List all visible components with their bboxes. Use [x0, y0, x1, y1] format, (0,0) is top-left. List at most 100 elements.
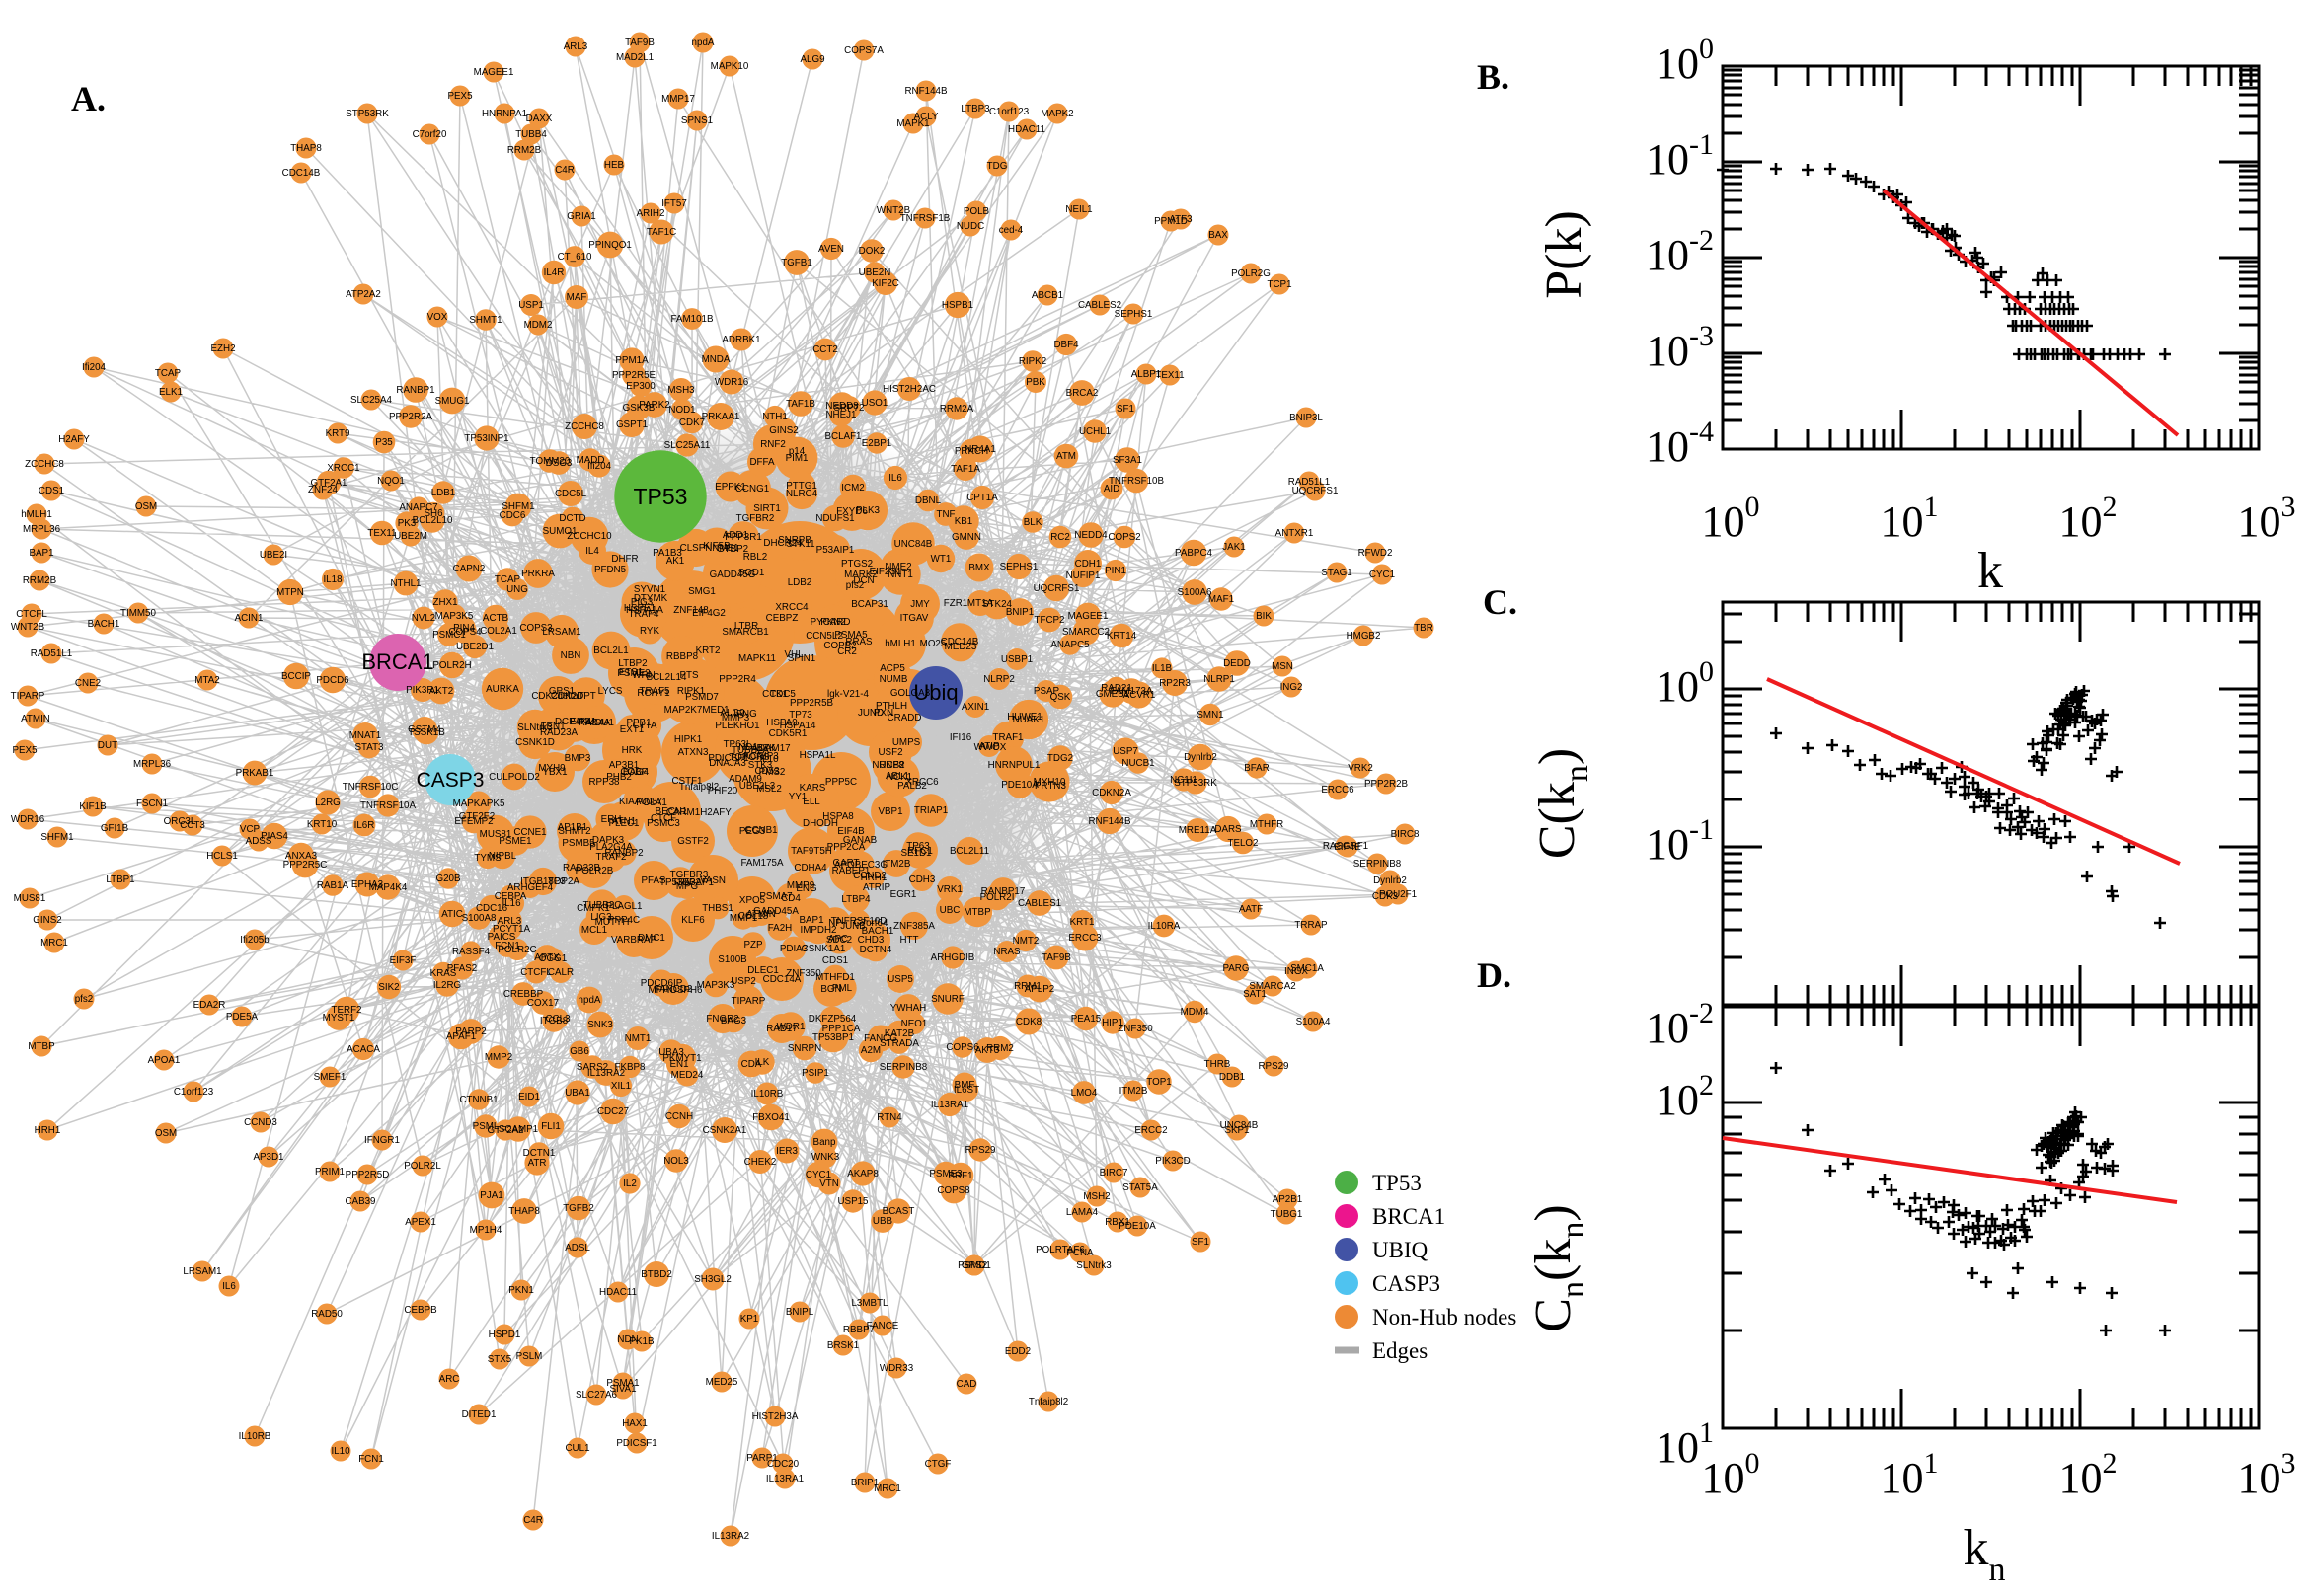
svg-text:CYC1: CYC1: [806, 1170, 831, 1180]
svg-text:ARL3: ARL3: [564, 41, 588, 52]
svg-text:CASP3: CASP3: [417, 769, 485, 792]
svg-text:TEX11: TEX11: [367, 528, 396, 539]
svg-text:PKN2: PKN2: [820, 617, 846, 628]
svg-text:EDD2: EDD2: [1005, 1346, 1031, 1357]
svg-text:MAF1: MAF1: [1208, 594, 1234, 605]
svg-text:CTCFL: CTCFL: [16, 609, 47, 620]
svg-text:TNFRSF10A: TNFRSF10A: [360, 800, 417, 811]
svg-text:STRADA: STRADA: [880, 1038, 919, 1049]
svg-text:AK1: AK1: [666, 556, 685, 567]
svg-text:P53AIP1: P53AIP1: [816, 545, 855, 556]
svg-text:BAG3: BAG3: [721, 1016, 747, 1026]
svg-text:100: 100: [1656, 655, 1714, 711]
svg-text:TAF1B: TAF1B: [786, 399, 815, 410]
svg-text:MYH10: MYH10: [1034, 777, 1066, 788]
svg-text:TRRAP: TRRAP: [1294, 920, 1328, 931]
svg-text:LDB1: LDB1: [431, 488, 456, 498]
svg-text:ARHGDIB: ARHGDIB: [931, 952, 975, 963]
svg-text:PPP3R1: PPP3R1: [725, 532, 762, 543]
svg-text:MMP9: MMP9: [787, 880, 814, 891]
svg-text:GADD45A: GADD45A: [753, 906, 799, 917]
svg-text:TP53: TP53: [1372, 1171, 1422, 1195]
svg-text:FANCD2: FANCD2: [655, 984, 693, 995]
svg-text:UBA3: UBA3: [658, 1047, 684, 1058]
svg-text:ATP2A2: ATP2A2: [346, 289, 381, 300]
svg-text:IFI16: IFI16: [950, 732, 972, 743]
svg-text:PPM1A: PPM1A: [615, 355, 649, 366]
svg-text:ABCB1: ABCB1: [1032, 290, 1063, 301]
svg-text:TDG2: TDG2: [1047, 753, 1073, 764]
svg-text:RCHY1: RCHY1: [637, 688, 669, 699]
svg-text:PCYT1A: PCYT1A: [493, 924, 531, 935]
svg-text:ADAM17: ADAM17: [751, 743, 790, 754]
svg-text:NTH1: NTH1: [762, 412, 788, 422]
svg-text:KRT10: KRT10: [307, 819, 338, 830]
svg-text:BIK: BIK: [1256, 611, 1272, 622]
svg-text:LMO4: LMO4: [1071, 1088, 1098, 1099]
svg-text:AP3B1: AP3B1: [609, 760, 640, 771]
svg-text:CDC14B: CDC14B: [282, 168, 321, 179]
svg-text:IFNGR1: IFNGR1: [364, 1135, 400, 1146]
svg-text:VCP: VCP: [240, 824, 261, 835]
svg-text:ACP5: ACP5: [880, 663, 905, 674]
svg-text:k: k: [1977, 543, 2003, 599]
svg-text:XIL1: XIL1: [611, 1081, 631, 1092]
svg-text:STK11: STK11: [786, 539, 814, 550]
svg-text:JUND: JUND: [858, 708, 884, 719]
svg-text:CDK2: CDK2: [551, 691, 577, 702]
svg-text:PPP2R5D: PPP2R5D: [346, 1170, 390, 1180]
svg-text:NMT2: NMT2: [1013, 936, 1040, 947]
svg-text:BACH1: BACH1: [88, 619, 120, 630]
svg-text:HSPE1: HSPE1: [624, 603, 656, 614]
svg-text:ITM2B: ITM2B: [1119, 1086, 1148, 1097]
svg-text:CD53: CD53: [754, 766, 780, 777]
svg-text:H2AFY: H2AFY: [700, 807, 732, 818]
svg-text:C4R: C4R: [555, 165, 575, 176]
svg-text:CDK3: CDK3: [1372, 891, 1399, 902]
svg-text:CCNB1: CCNB1: [744, 825, 777, 836]
svg-text:ced-4: ced-4: [999, 225, 1024, 236]
svg-text:ATR: ATR: [528, 1158, 547, 1169]
svg-text:FEN1: FEN1: [540, 722, 565, 732]
svg-text:IL6R: IL6R: [354, 820, 375, 831]
svg-text:KRT14: KRT14: [1107, 631, 1137, 642]
svg-text:HDAC11: HDAC11: [1008, 124, 1045, 135]
svg-text:FZR1: FZR1: [944, 598, 968, 609]
svg-text:CSNK2A1: CSNK2A1: [703, 1125, 747, 1136]
svg-text:TOP1: TOP1: [1146, 1077, 1171, 1088]
svg-text:ARIH2: ARIH2: [637, 208, 665, 219]
svg-text:KIAA0087: KIAA0087: [619, 797, 662, 807]
svg-text:VARBRAP: VARBRAP: [611, 935, 657, 946]
svg-text:DTYMK: DTYMK: [634, 593, 668, 604]
svg-text:CEBPB: CEBPB: [404, 1305, 437, 1316]
svg-text:MSH3: MSH3: [667, 385, 695, 396]
svg-text:A2M: A2M: [861, 1045, 881, 1056]
svg-text:CABLES2: CABLES2: [1078, 300, 1121, 311]
svg-text:MMP2: MMP2: [485, 1052, 512, 1063]
svg-text:UBE2N: UBE2N: [859, 267, 891, 278]
svg-text:SHMT2: SHMT2: [558, 826, 590, 837]
svg-text:PRTN3: PRTN3: [1035, 781, 1066, 792]
svg-text:NR4A1: NR4A1: [965, 444, 996, 455]
svg-text:DARS: DARS: [1214, 824, 1242, 835]
svg-text:CDA: CDA: [741, 1059, 762, 1070]
svg-text:EDA2R: EDA2R: [193, 1000, 226, 1011]
svg-text:CCND2: CCND2: [853, 871, 887, 881]
svg-text:SMUG1: SMUG1: [435, 396, 470, 407]
svg-text:ATIP: ATIP: [978, 741, 1000, 752]
svg-text:NDN: NDN: [617, 1334, 638, 1345]
svg-text:FAM173A: FAM173A: [1110, 686, 1152, 697]
svg-text:PMS2: PMS2: [759, 767, 786, 778]
svg-text:PA1B3: PA1B3: [653, 548, 682, 559]
svg-text:NCK1: NCK1: [887, 772, 912, 783]
svg-text:WDR16: WDR16: [11, 814, 45, 825]
svg-text:ATMIN: ATMIN: [746, 909, 776, 920]
svg-text:UMPS: UMPS: [892, 737, 921, 748]
svg-text:TYMS: TYMS: [474, 853, 502, 864]
svg-text:RYK: RYK: [640, 626, 659, 637]
svg-text:CPT1A: CPT1A: [966, 493, 998, 503]
svg-text:Ifi204: Ifi204: [82, 362, 107, 373]
svg-text:IMPDH2: IMPDH2: [800, 925, 836, 936]
svg-text:TRAF4: TRAF4: [628, 609, 659, 620]
svg-text:ZNF385A: ZNF385A: [893, 921, 935, 932]
